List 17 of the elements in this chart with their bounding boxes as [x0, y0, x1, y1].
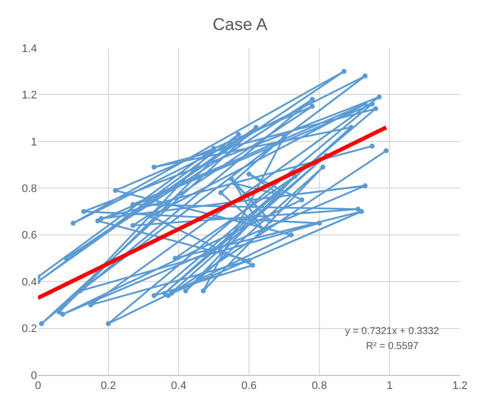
y-tick-label: 0.6 — [22, 230, 37, 242]
y-tick-label: 1.4 — [22, 42, 37, 55]
y-tick-label: 0 — [30, 370, 37, 382]
x-tick-label: 0.4 — [171, 380, 186, 392]
x-tick-label: 0.2 — [100, 380, 116, 392]
y-tick-label: 1 — [30, 136, 37, 148]
y-tick-label: 0.4 — [22, 276, 37, 288]
chart-title: Case A — [212, 15, 268, 34]
annotation: y = 0.7321x + 0.3332 — [345, 326, 440, 337]
x-tick-label: 0.8 — [312, 380, 327, 392]
y-tick-label: 0.8 — [22, 182, 37, 195]
x-tick-label: 1.2 — [452, 380, 468, 392]
x-tick-label: 0.6 — [241, 380, 257, 392]
annotation: R² = 0.5597 — [366, 341, 419, 352]
y-tick-label: 1.2 — [22, 90, 37, 102]
x-tick-label: 1 — [386, 380, 393, 392]
y-tick-label: 0.2 — [22, 323, 37, 336]
